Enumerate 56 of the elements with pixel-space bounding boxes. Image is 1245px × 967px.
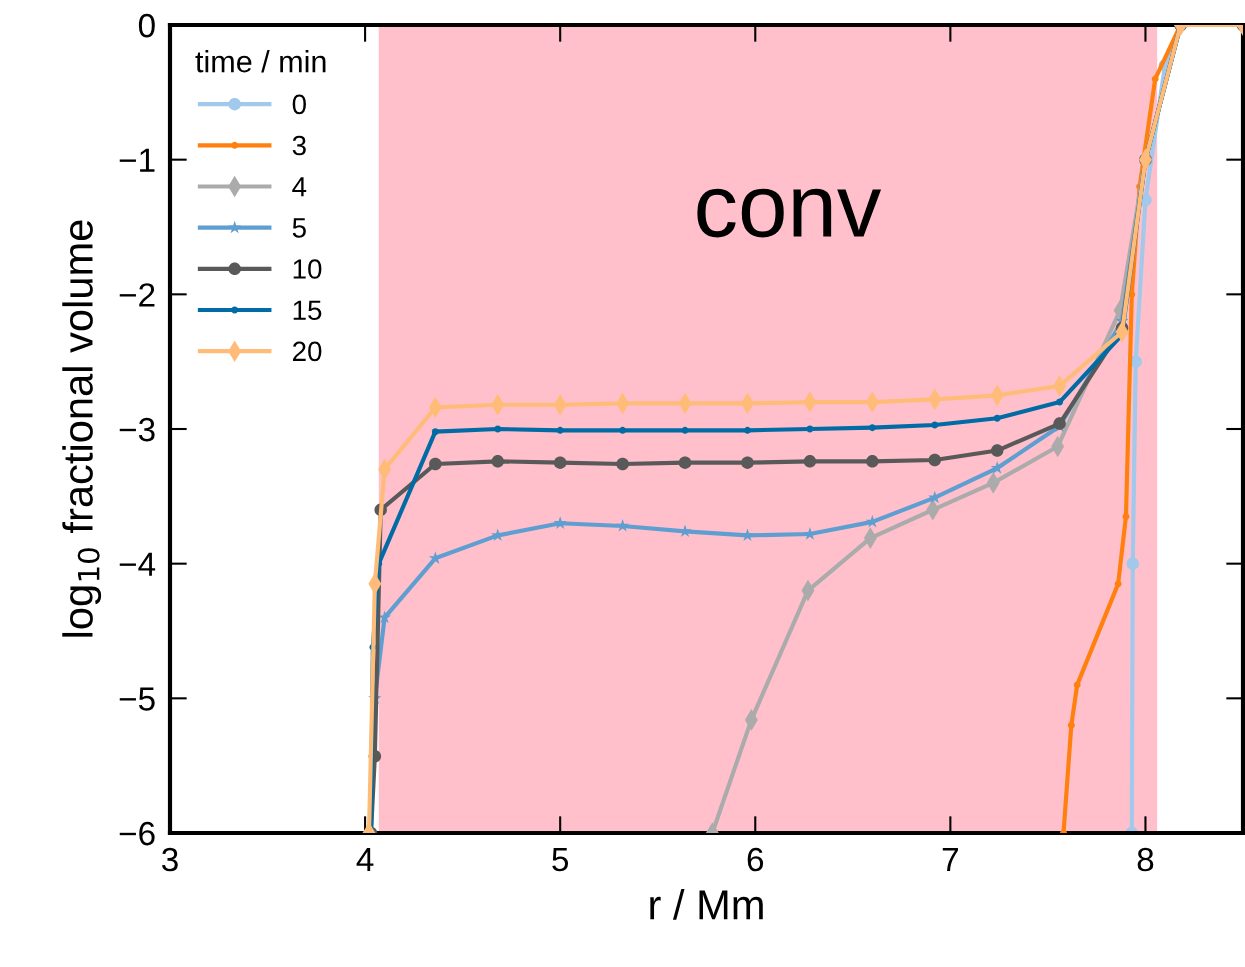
x-tick-label: 5 [552, 848, 569, 872]
point [1067, 721, 1075, 729]
point [681, 426, 689, 434]
point [1114, 580, 1122, 588]
point [1073, 681, 1081, 689]
point [491, 455, 504, 468]
point [990, 461, 1004, 474]
legend-label: 4 [292, 177, 307, 197]
band-label: conv [697, 188, 882, 238]
legend-label: 20 [292, 341, 322, 362]
point [990, 444, 1004, 457]
legend-label: 10 [293, 259, 322, 279]
point [741, 456, 754, 469]
x-tick-label: 7 [942, 848, 958, 872]
x-tick-label: 3 [162, 847, 178, 872]
point [1151, 75, 1159, 83]
legend-title: time / min [195, 50, 326, 73]
legend-label: 0 [292, 94, 306, 115]
point [931, 421, 939, 429]
y-tick-label: −2 [119, 283, 155, 307]
point [744, 426, 751, 434]
x-tick-label: 8 [1137, 847, 1154, 872]
point [429, 457, 442, 471]
point [553, 456, 567, 469]
point [556, 426, 564, 434]
point [431, 428, 439, 436]
y-tick-label: −5 [119, 687, 155, 711]
point [616, 457, 629, 471]
x-tick-label: 6 [747, 847, 764, 872]
y-tick-label: −3 [119, 417, 155, 442]
x-axis-title: r / Mm [650, 889, 763, 920]
y-tick-label: −1 [119, 148, 155, 172]
point [619, 426, 627, 434]
legend-label: 3 [292, 135, 306, 156]
point [1122, 513, 1130, 521]
point [866, 455, 879, 468]
point [865, 514, 879, 528]
point [553, 516, 567, 529]
x-tick-label: 4 [356, 848, 374, 872]
point [868, 424, 876, 432]
point [1126, 557, 1140, 570]
y-tick-label: −4 [119, 552, 156, 576]
point [678, 456, 692, 469]
point [993, 414, 1001, 422]
point [928, 453, 942, 467]
point [428, 551, 442, 564]
y-tick-label: −6 [119, 821, 155, 846]
point [616, 519, 630, 532]
y-tick-label: 0 [138, 13, 155, 38]
point [1056, 398, 1064, 406]
point [494, 425, 502, 433]
point [378, 610, 392, 624]
point [803, 455, 817, 468]
y-axis-title: log$_{10}$ fractional volume [62, 220, 102, 637]
legend-label: 5 [292, 218, 306, 238]
legend-label: 15 [293, 300, 322, 321]
